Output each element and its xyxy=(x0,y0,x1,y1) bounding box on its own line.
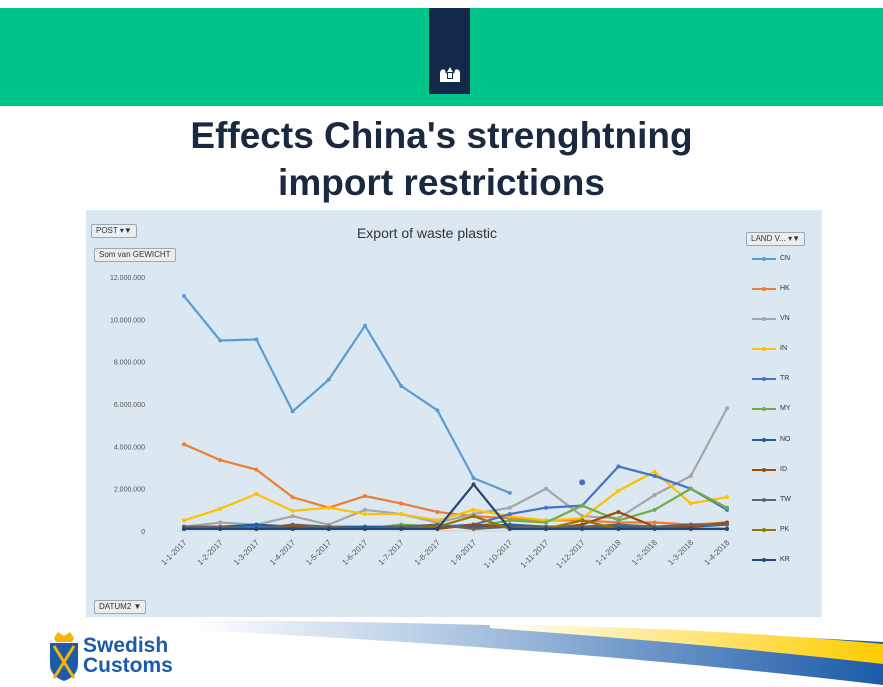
legend-swatch xyxy=(752,527,776,532)
chart-legend: CN HK VN IN TR MY NO ID TW PK KR xyxy=(752,254,822,585)
royal-crest-icon xyxy=(439,67,460,82)
legend-swatch xyxy=(752,497,776,502)
chart-title: Export of waste plastic xyxy=(356,225,498,241)
legend-swatch-marker xyxy=(762,437,766,442)
legend-item-tw: TW xyxy=(752,495,822,525)
legend-label: KR xyxy=(780,555,790,563)
legend-label: ID xyxy=(780,465,787,473)
legend-item-my: MY xyxy=(752,404,822,434)
legend-swatch-marker xyxy=(762,557,766,562)
legend-label: CN xyxy=(780,255,791,262)
legend-swatch xyxy=(752,557,776,562)
chart-area xyxy=(86,210,822,617)
legend-item-pk: PK xyxy=(752,525,822,555)
chevron-down-icon: ▼ xyxy=(133,602,142,611)
legend-item-tr: TR xyxy=(752,374,822,404)
legend-label: VN xyxy=(780,315,790,323)
legend-label: NO xyxy=(780,435,791,443)
legend-label: HK xyxy=(780,285,790,293)
legend-swatch-marker xyxy=(762,497,766,502)
footer-wave-graphic xyxy=(190,620,883,685)
legend-swatch-marker xyxy=(762,467,766,472)
logo-text: Swedish Customs xyxy=(83,634,173,677)
post-filter-button[interactable]: POST ▾▼ xyxy=(91,224,137,238)
date-field-label: DATUM2 xyxy=(99,602,132,611)
legend-item-no: NO xyxy=(752,435,822,465)
legend-item-cn: CN xyxy=(752,254,822,284)
legend-swatch xyxy=(752,257,776,261)
value-field-button[interactable]: Som van GEWICHT xyxy=(94,248,176,262)
swedish-customs-logo xyxy=(46,630,206,685)
post-filter-label: POST xyxy=(96,226,118,235)
legend-swatch-marker xyxy=(762,257,766,261)
legend-swatch xyxy=(752,377,776,382)
crest-tab xyxy=(429,8,470,94)
legend-swatch-marker xyxy=(762,377,766,382)
legend-label: PK xyxy=(780,525,790,533)
legend-swatch xyxy=(752,317,776,322)
legend-label: TW xyxy=(780,495,791,503)
legend-swatch xyxy=(752,347,776,352)
legend-swatch xyxy=(752,467,776,472)
land-filter-button[interactable]: LAND V... ▾▼ xyxy=(746,232,806,246)
slide-title-line2: import restrictions xyxy=(278,162,605,203)
legend-swatch-marker xyxy=(762,317,766,322)
legend-item-id: ID xyxy=(752,465,822,495)
legend-item-kr: KR xyxy=(752,555,822,585)
land-filter-label: LAND V... xyxy=(751,234,786,243)
legend-label: MY xyxy=(780,405,791,413)
legend-item-hk: HK xyxy=(752,284,822,314)
legend-swatch xyxy=(752,287,776,292)
logo-text-line1: Swedish xyxy=(83,634,169,657)
legend-swatch-marker xyxy=(762,527,766,532)
legend-item-vn: VN xyxy=(752,314,822,344)
legend-swatch-marker xyxy=(762,287,766,292)
legend-label: IN xyxy=(780,345,787,353)
legend-swatch-marker xyxy=(762,407,766,412)
logo-text-line2: Customs xyxy=(83,654,173,677)
filter-icon: ▾▼ xyxy=(788,234,801,243)
legend-swatch-marker xyxy=(762,347,766,352)
legend-swatch xyxy=(752,437,776,442)
slide-title: Effects China's strenghtning import rest… xyxy=(0,112,883,206)
legend-label: TR xyxy=(780,375,790,383)
legend-swatch xyxy=(752,407,776,412)
slide-title-line1: Effects China's strenghtning xyxy=(190,115,693,156)
date-field-button[interactable]: DATUM2 ▼ xyxy=(94,600,147,614)
filter-icon: ▾▼ xyxy=(119,226,132,235)
crown-shield-icon xyxy=(50,632,78,681)
legend-item-in: IN xyxy=(752,344,822,374)
